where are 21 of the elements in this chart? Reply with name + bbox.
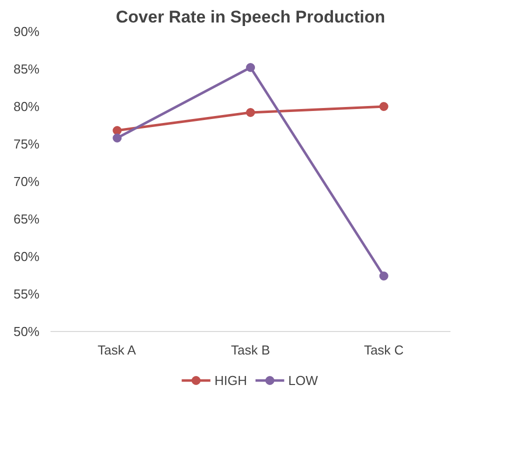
legend-label: LOW [288,373,319,388]
y-tick-label: 60% [13,249,40,264]
y-tick-label: 65% [13,212,40,226]
chart-title: Cover Rate in Speech Production [116,8,386,26]
legend-label: HIGH [214,373,247,388]
point [379,102,388,111]
point [112,134,122,142]
y-tick-label: 90% [13,24,40,39]
point [379,272,388,280]
y-tick-label: 50% [13,324,40,339]
y-tick-label: 70% [13,174,40,189]
y-tick-label: 85% [13,62,40,76]
point [246,63,255,72]
x-tick-label: Task B [230,342,270,358]
point [112,126,122,135]
x-tick-label: Task C [364,342,404,358]
point [246,108,255,117]
y-tick-label: 80% [13,99,40,114]
y-tick-label: 75% [13,136,40,152]
x-tick-label: Task A [98,342,136,358]
y-tick-label: 55% [13,286,40,302]
